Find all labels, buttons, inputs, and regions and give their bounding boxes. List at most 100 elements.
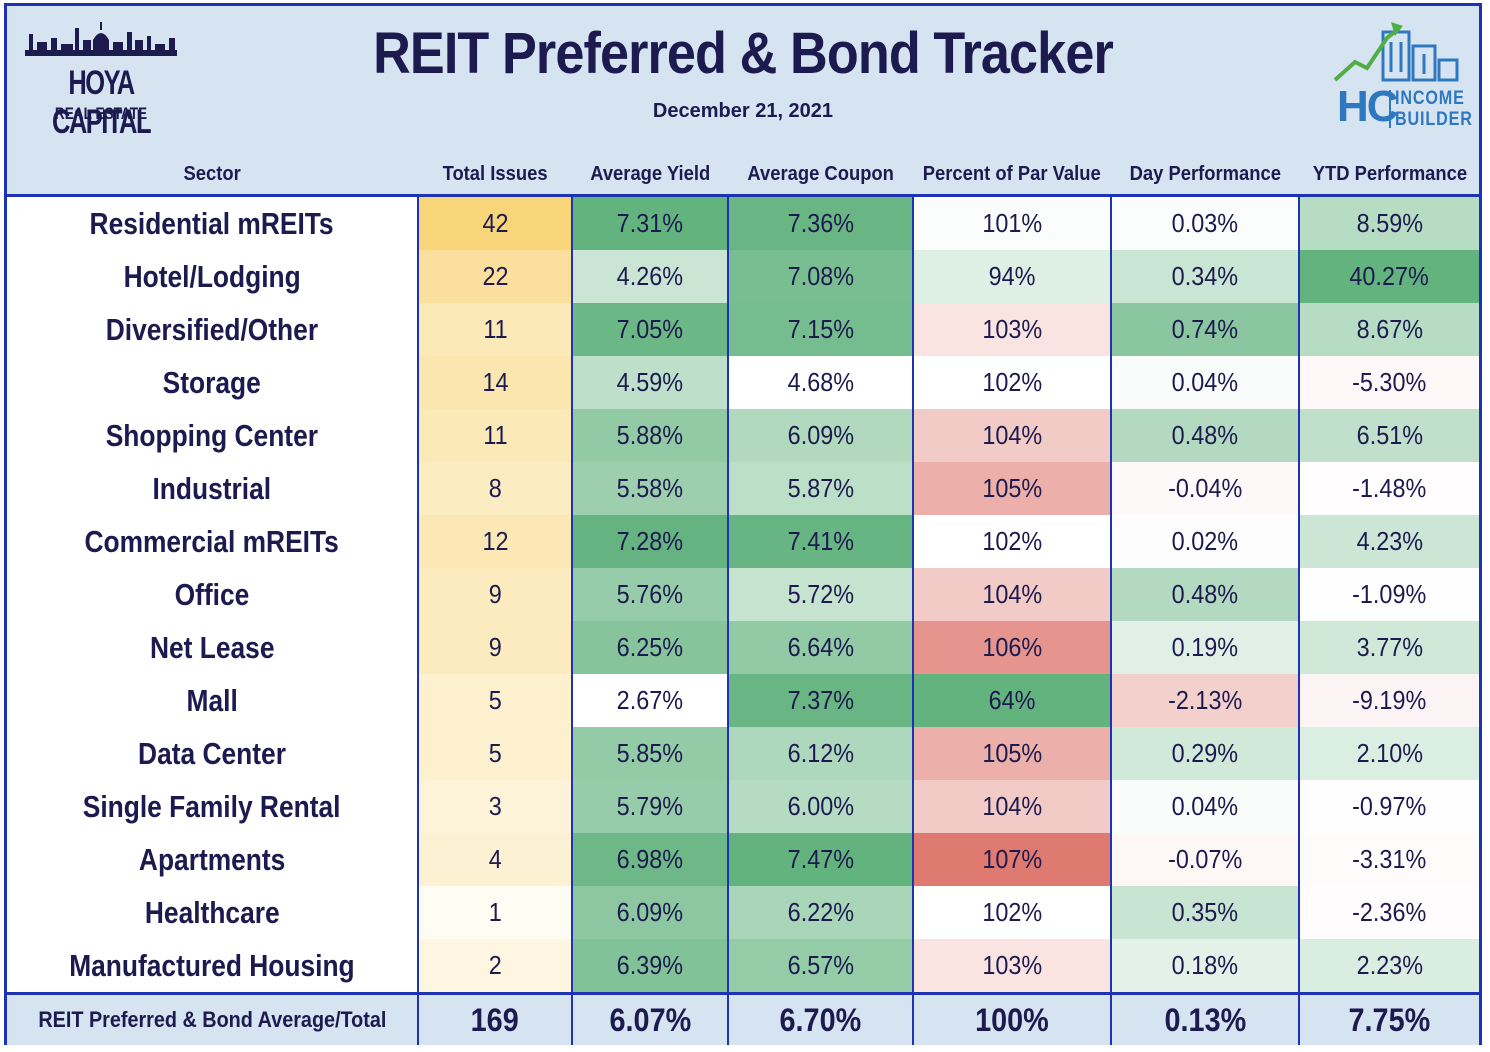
footer-divider-line <box>727 995 729 1045</box>
cell-par: 105% <box>914 727 1110 780</box>
logo-brand: HOYA CAPITAL <box>51 64 152 141</box>
table-row: Industrial 8 5.58% 5.87% 105% -0.04% -1.48% <box>7 462 1479 515</box>
cell-issues: 14 <box>419 356 571 409</box>
cell-ytd: -1.48% <box>1300 462 1479 515</box>
cell-issues: 11 <box>419 409 571 462</box>
cell-day: 0.48% <box>1112 568 1298 621</box>
cell-ytd: -9.19% <box>1300 674 1479 727</box>
header-divider <box>7 194 1479 197</box>
cell-yield: 6.09% <box>573 886 727 939</box>
cell-day: 0.29% <box>1112 727 1298 780</box>
cell-par: 106% <box>914 621 1110 674</box>
footer-divider-line <box>912 995 914 1045</box>
column-divider <box>1298 197 1300 992</box>
cell-yield: 6.25% <box>573 621 727 674</box>
table-row: Net Lease 9 6.25% 6.64% 106% 0.19% 3.77% <box>7 621 1479 674</box>
cell-coupon: 5.72% <box>729 568 912 621</box>
cell-day: 0.04% <box>1112 356 1298 409</box>
cell-day: 0.04% <box>1112 780 1298 833</box>
cell-par: 104% <box>914 409 1110 462</box>
total-sector: REIT Preferred & Bond Average/Total <box>37 1007 387 1032</box>
column-header-sector: Sector <box>183 163 241 185</box>
logo-mark: HC <box>1337 82 1399 131</box>
footer-divider-line <box>1110 995 1112 1045</box>
cell-ytd: 6.51% <box>1300 409 1479 462</box>
total-coupon: 6.70% <box>779 1002 862 1038</box>
cell-par: 103% <box>914 939 1110 992</box>
cell-sector: Mall <box>186 683 238 718</box>
cell-day: -2.13% <box>1112 674 1298 727</box>
cell-par: 103% <box>914 303 1110 356</box>
table-row: Single Family Rental 3 5.79% 6.00% 104% 0.04%… <box>7 780 1479 833</box>
cell-coupon: 6.09% <box>729 409 912 462</box>
cell-day: 0.02% <box>1112 515 1298 568</box>
cell-yield: 5.79% <box>573 780 727 833</box>
table-row: Data Center 5 5.85% 6.12% 105% 0.29% 2.10% <box>7 727 1479 780</box>
table-row: Mall 5 2.67% 7.37% 64% -2.13% -9.19% <box>7 674 1479 727</box>
cell-coupon: 7.08% <box>729 250 912 303</box>
footer-divider-line <box>1298 995 1300 1045</box>
cell-ytd: -1.09% <box>1300 568 1479 621</box>
hoya-capital-logo: HOYA CAPITAL REAL ESTATE <box>21 20 181 141</box>
cell-sector: Healthcare <box>144 895 280 930</box>
header: HOYA CAPITAL REAL ESTATE REIT Preferred … <box>7 6 1479 194</box>
cell-issues: 22 <box>419 250 571 303</box>
column-divider <box>727 197 729 992</box>
cell-issues: 1 <box>419 886 571 939</box>
cell-ytd: 2.23% <box>1300 939 1479 992</box>
cell-day: 0.74% <box>1112 303 1298 356</box>
cell-issues: 3 <box>419 780 571 833</box>
cell-ytd: -0.97% <box>1300 780 1479 833</box>
cell-day: 0.19% <box>1112 621 1298 674</box>
cell-coupon: 5.87% <box>729 462 912 515</box>
cell-yield: 6.98% <box>573 833 727 886</box>
table-row: Office 9 5.76% 5.72% 104% 0.48% -1.09% <box>7 568 1479 621</box>
cell-day: 0.48% <box>1112 409 1298 462</box>
cell-yield: 6.39% <box>573 939 727 992</box>
total-day: 0.13% <box>1164 1002 1246 1038</box>
cell-issues: 8 <box>419 462 571 515</box>
table-row: Manufactured Housing 2 6.39% 6.57% 103% 0.18%… <box>7 939 1479 992</box>
cell-yield: 4.59% <box>573 356 727 409</box>
table-row: Diversified/Other 11 7.05% 7.15% 103% 0.74% 8.… <box>7 303 1479 356</box>
cell-ytd: -3.31% <box>1300 833 1479 886</box>
column-header-ytd: YTD Performance <box>1312 163 1467 185</box>
cell-issues: 42 <box>419 197 571 250</box>
cell-issues: 9 <box>419 568 571 621</box>
table-row: Apartments 4 6.98% 7.47% 107% -0.07% -3.31% <box>7 833 1479 886</box>
cell-sector: Manufactured Housing <box>69 948 355 983</box>
table-row: Shopping Center 11 5.88% 6.09% 104% 0.48% 6.51… <box>7 409 1479 462</box>
cell-sector: Data Center <box>138 736 286 771</box>
cell-coupon: 7.15% <box>729 303 912 356</box>
cell-ytd: 3.77% <box>1300 621 1479 674</box>
skyline-icon <box>25 22 177 56</box>
cell-par: 101% <box>914 197 1110 250</box>
income-builder-logo: HC INCOME BUILDER <box>1325 10 1475 134</box>
column-divider <box>417 197 419 992</box>
column-header-yield: Average Yield <box>589 163 711 185</box>
cell-coupon: 6.22% <box>729 886 912 939</box>
cell-par: 102% <box>914 515 1110 568</box>
cell-par: 64% <box>914 674 1110 727</box>
total-issues: 169 <box>470 1002 520 1038</box>
cell-coupon: 7.41% <box>729 515 912 568</box>
logo-line-2: BUILDER <box>1395 109 1473 130</box>
cell-yield: 7.05% <box>573 303 727 356</box>
totals-row: REIT Preferred & Bond Average/Total 169 6.… <box>7 995 1479 1045</box>
logo-divider <box>1389 90 1391 128</box>
cell-ytd: 2.10% <box>1300 727 1479 780</box>
page-title: REIT Preferred & Bond Tracker <box>373 21 1114 86</box>
cell-sector: Hotel/Lodging <box>123 259 301 294</box>
logo-line-1: INCOME <box>1395 88 1465 109</box>
cell-sector: Single Family Rental <box>83 789 341 824</box>
cell-coupon: 6.12% <box>729 727 912 780</box>
cell-sector: Commercial mREITs <box>84 524 340 559</box>
cell-ytd: 8.59% <box>1300 197 1479 250</box>
building-chart-icon <box>1333 22 1459 82</box>
table-row: Healthcare 1 6.09% 6.22% 102% 0.35% -2.36% <box>7 886 1479 939</box>
footer-divider-line <box>571 995 573 1045</box>
cell-yield: 2.67% <box>573 674 727 727</box>
table-row: Storage 14 4.59% 4.68% 102% 0.04% -5.30% <box>7 356 1479 409</box>
cell-yield: 5.85% <box>573 727 727 780</box>
column-divider <box>571 197 573 992</box>
